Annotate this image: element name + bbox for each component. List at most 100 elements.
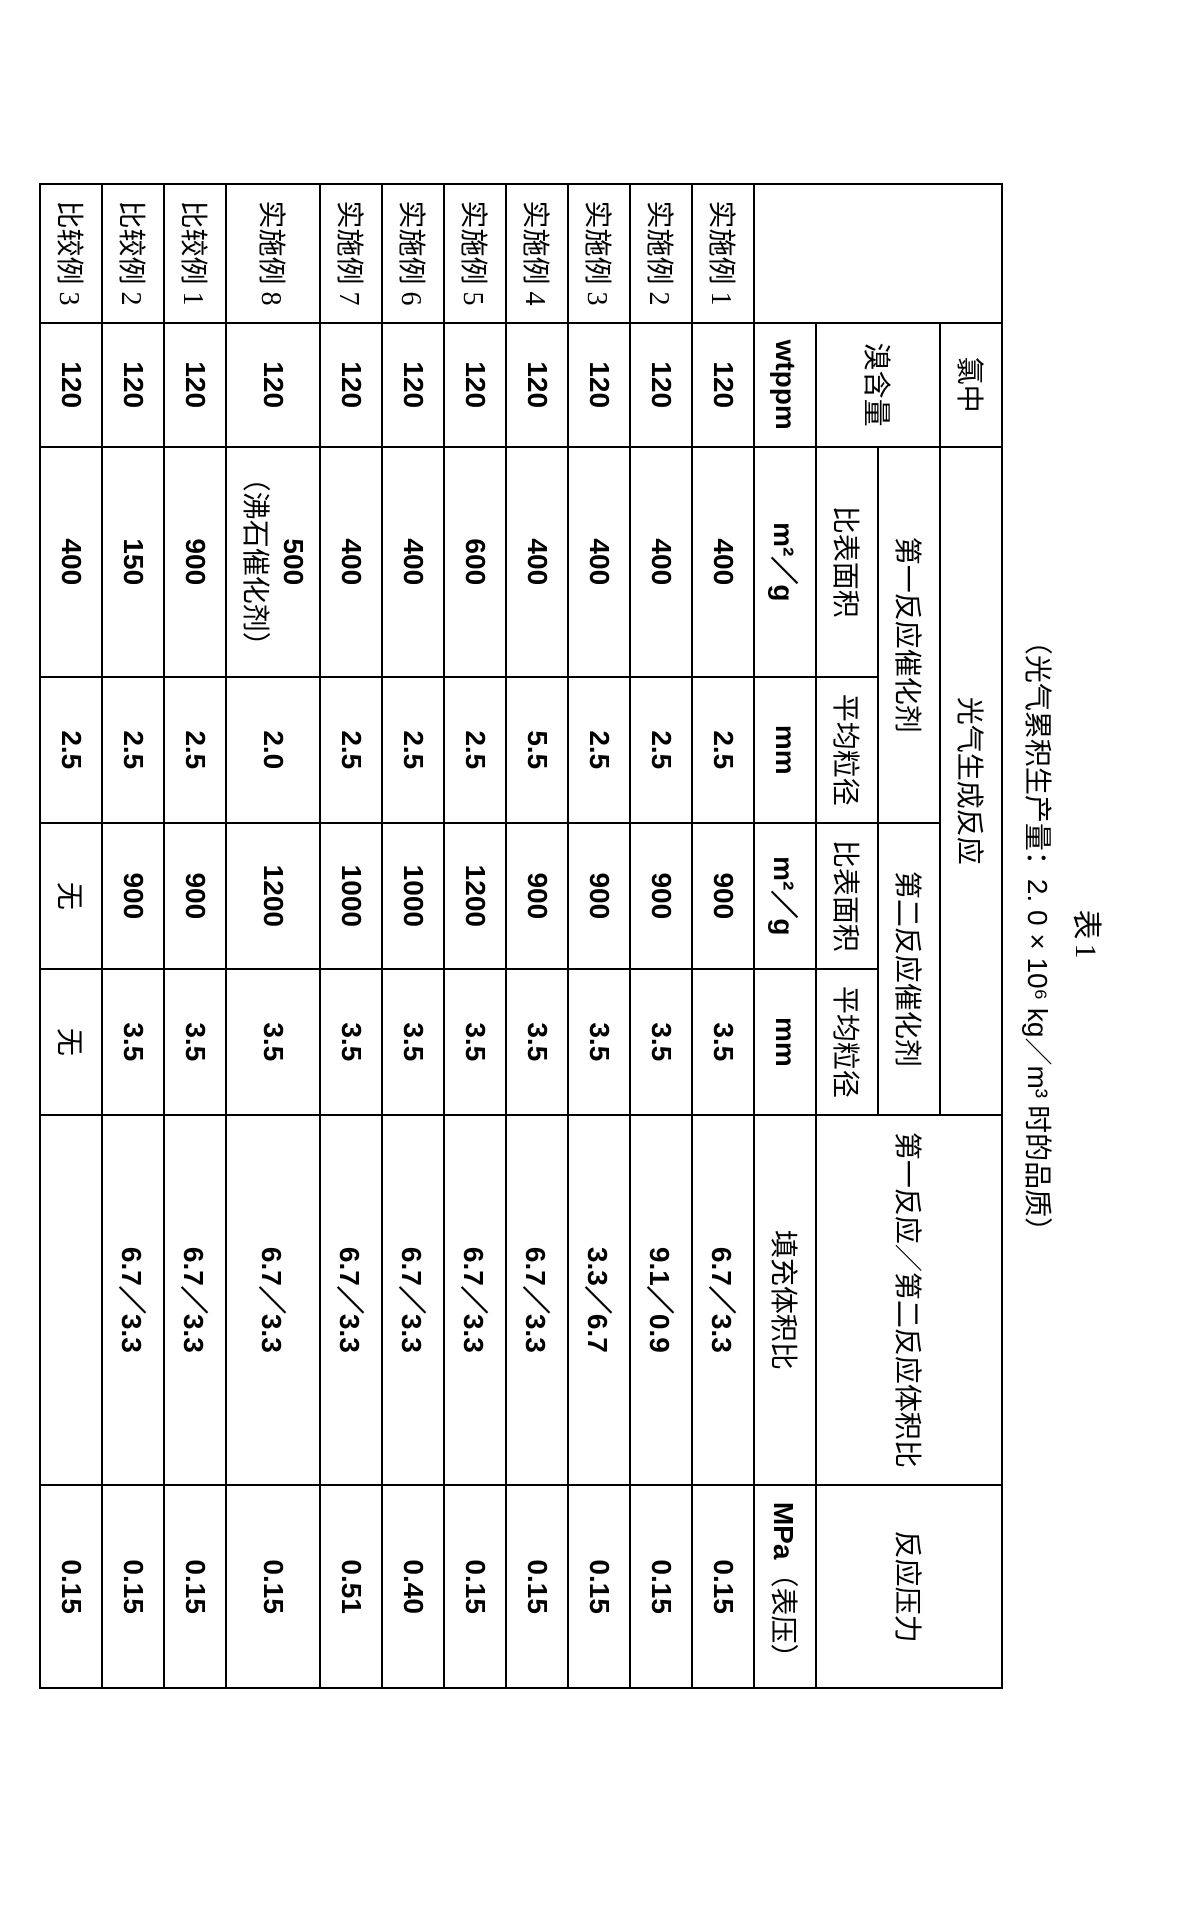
cell: 1000 bbox=[382, 823, 444, 969]
table-row: 实施例 41204005.59003.56.7／3.30.15 bbox=[506, 184, 568, 1689]
cell: 2.5 bbox=[102, 677, 164, 823]
cell: 3.5 bbox=[102, 969, 164, 1115]
table-row: 实施例 61204002.510003.56.7／3.30.40 bbox=[382, 184, 444, 1689]
row-label: 比较例 1 bbox=[164, 184, 226, 323]
cell: 3.5 bbox=[444, 969, 506, 1115]
cell: 0.15 bbox=[164, 1485, 226, 1689]
cell: 3.5 bbox=[382, 969, 444, 1115]
cell: 120 bbox=[164, 323, 226, 447]
cell: 900 bbox=[630, 823, 692, 969]
cell: 3.3／6.7 bbox=[568, 1115, 630, 1485]
cell: 400 bbox=[320, 447, 382, 677]
cell: 150 bbox=[102, 447, 164, 677]
table-row: 比较例 11209002.59003.56.7／3.30.15 bbox=[164, 184, 226, 1689]
row-label: 实施例 3 bbox=[568, 184, 630, 323]
cell: 无 bbox=[40, 969, 102, 1115]
cell: 120 bbox=[630, 323, 692, 447]
cell: 120 bbox=[692, 323, 754, 447]
table-row: 实施例 21204002.59003.59.1／0.90.15 bbox=[630, 184, 692, 1689]
cell: 1200 bbox=[444, 823, 506, 969]
cell: 6.7／3.3 bbox=[226, 1115, 320, 1485]
cell: 0.15 bbox=[40, 1485, 102, 1689]
row-label: 比较例 3 bbox=[40, 184, 102, 323]
cell: 3.5 bbox=[506, 969, 568, 1115]
subtitle-value: 2. 0 × 10⁶ kg／m³ bbox=[1022, 879, 1053, 1098]
cell: 0.15 bbox=[102, 1485, 164, 1689]
cell: 5.5 bbox=[506, 677, 568, 823]
cell: 6.7／3.3 bbox=[692, 1115, 754, 1485]
cell: 120 bbox=[226, 323, 320, 447]
cell: 0.15 bbox=[692, 1485, 754, 1689]
table-title: 表1 bbox=[1067, 1, 1111, 1871]
cell: 120 bbox=[568, 323, 630, 447]
row-label: 实施例 5 bbox=[444, 184, 506, 323]
hdr-bromine: 溴含量 bbox=[816, 323, 940, 447]
cell: 400 bbox=[382, 447, 444, 677]
table-subtitle: （光气累积生产量：2. 0 × 10⁶ kg／m³ 时的品质） bbox=[1019, 1, 1059, 1871]
cell: 3.5 bbox=[226, 969, 320, 1115]
cell: 400 bbox=[506, 447, 568, 677]
cell: 2.5 bbox=[568, 677, 630, 823]
cell: 无 bbox=[40, 823, 102, 969]
cell: 120 bbox=[320, 323, 382, 447]
cell: 120 bbox=[102, 323, 164, 447]
cell: 2.5 bbox=[164, 677, 226, 823]
cell: 2.5 bbox=[444, 677, 506, 823]
cell: 6.7／3.3 bbox=[320, 1115, 382, 1485]
cell: 0.15 bbox=[630, 1485, 692, 1689]
hdr-chlorine: 氯中 bbox=[940, 323, 1002, 447]
hdr-d2: 平均粒径 bbox=[816, 969, 878, 1115]
cell: 600 bbox=[444, 447, 506, 677]
cell: 900 bbox=[102, 823, 164, 969]
cell: 500（沸石催化剂） bbox=[226, 447, 320, 677]
cell: 2.5 bbox=[320, 677, 382, 823]
hdr-d1: 平均粒径 bbox=[816, 677, 878, 823]
data-table: 氯中 光气生成反应 第一反应／第二反应体积比 反应压力 溴含量 第一反应催化剂 … bbox=[39, 183, 1003, 1690]
table-row: 实施例 71204002.510003.56.7／3.30.51 bbox=[320, 184, 382, 1689]
cell: 6.7／3.3 bbox=[382, 1115, 444, 1485]
cell: 2.5 bbox=[382, 677, 444, 823]
row-label: 比较例 2 bbox=[102, 184, 164, 323]
row-label: 实施例 1 bbox=[692, 184, 754, 323]
cell: 6.7／3.3 bbox=[164, 1115, 226, 1485]
row-label: 实施例 2 bbox=[630, 184, 692, 323]
table-row: 实施例 51206002.512003.56.7／3.30.15 bbox=[444, 184, 506, 1689]
unit-wtppm: wtppm bbox=[754, 323, 816, 447]
cell: 2.5 bbox=[630, 677, 692, 823]
unit-mpa-text: MPa bbox=[768, 1502, 799, 1560]
cell: 1200 bbox=[226, 823, 320, 969]
unit-m2g-2: m²／g bbox=[754, 823, 816, 969]
cell: 0.15 bbox=[226, 1485, 320, 1689]
cell: 1000 bbox=[320, 823, 382, 969]
table-row: 实施例 8120500（沸石催化剂）2.012003.56.7／3.30.15 bbox=[226, 184, 320, 1689]
cell bbox=[40, 1115, 102, 1485]
units-row: wtppm m²／g mm m²／g mm 填充体积比 MPa（表压） bbox=[754, 184, 816, 1689]
cell: 120 bbox=[40, 323, 102, 447]
row-label: 实施例 4 bbox=[506, 184, 568, 323]
hdr-pressure: 反应压力 bbox=[816, 1485, 1002, 1689]
cell: 0.15 bbox=[506, 1485, 568, 1689]
header-row-1: 氯中 光气生成反应 第一反应／第二反应体积比 反应压力 bbox=[940, 184, 1002, 1689]
hdr-s2: 比表面积 bbox=[816, 823, 878, 969]
unit-mpa-cn: （表压） bbox=[767, 1559, 798, 1671]
cell: 6.7／3.3 bbox=[102, 1115, 164, 1485]
cell: 3.5 bbox=[164, 969, 226, 1115]
cell: 900 bbox=[568, 823, 630, 969]
cell: 3.5 bbox=[630, 969, 692, 1115]
cell: 120 bbox=[382, 323, 444, 447]
corner-blank bbox=[754, 184, 1002, 323]
hdr-s1: 比表面积 bbox=[816, 447, 878, 677]
hdr-cat1: 第一反应催化剂 bbox=[878, 447, 940, 823]
cell: 900 bbox=[164, 447, 226, 677]
cell: 900 bbox=[164, 823, 226, 969]
table-row: 比较例 21201502.59003.56.7／3.30.15 bbox=[102, 184, 164, 1689]
cell: 400 bbox=[40, 447, 102, 677]
row-label: 实施例 8 bbox=[226, 184, 320, 323]
cell: 400 bbox=[692, 447, 754, 677]
table-container: 表1 （光气累积生产量：2. 0 × 10⁶ kg／m³ 时的品质） 氯中 光气… bbox=[39, 1, 1111, 1871]
cell: 6.7／3.3 bbox=[444, 1115, 506, 1485]
cell: 2.5 bbox=[40, 677, 102, 823]
cell: 3.5 bbox=[692, 969, 754, 1115]
table-row: 实施例 11204002.59003.56.7／3.30.15 bbox=[692, 184, 754, 1689]
cell: 120 bbox=[444, 323, 506, 447]
